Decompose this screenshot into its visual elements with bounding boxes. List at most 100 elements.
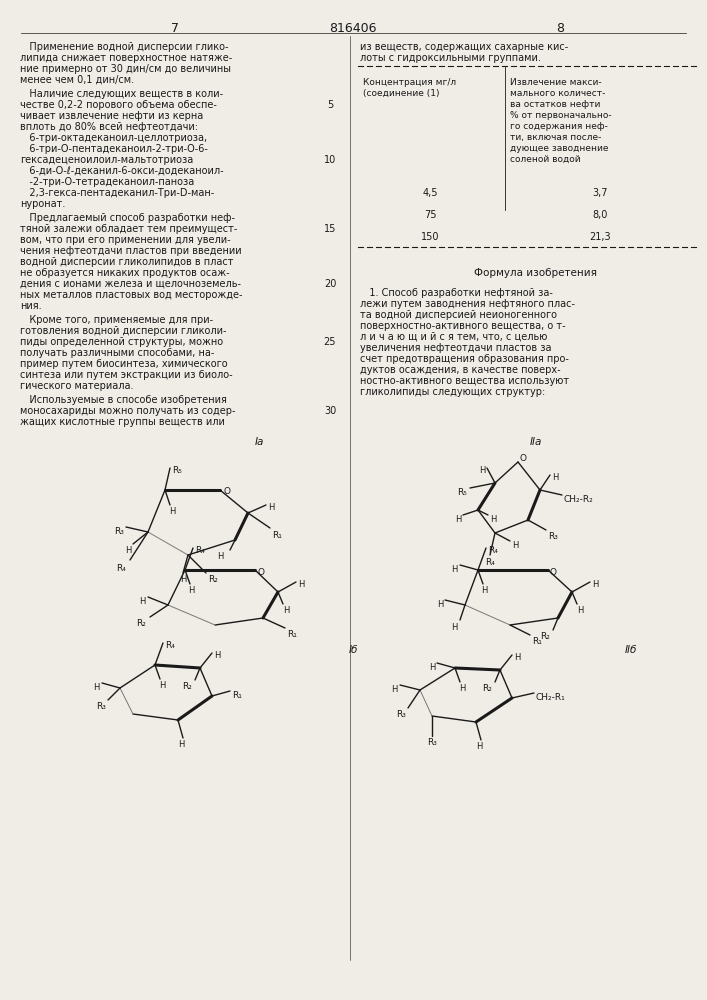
Text: синтеза или путем экстракции из биоло-: синтеза или путем экстракции из биоло- <box>20 370 233 380</box>
Text: CH₂-R₁: CH₂-R₁ <box>536 693 566 702</box>
Text: 816406: 816406 <box>329 22 377 35</box>
Text: Применение водной дисперсии глико-: Применение водной дисперсии глико- <box>20 42 228 52</box>
Text: поверхностно-активного вещества, о т-: поверхностно-активного вещества, о т- <box>360 321 566 331</box>
Text: 6-три-О-пентадеканоил-2-три-О-6-: 6-три-О-пентадеканоил-2-три-О-6- <box>20 144 208 154</box>
Text: 5: 5 <box>327 100 333 110</box>
Text: 6-ди-О-ℓ-деканил-6-окси-додеканоил-: 6-ди-О-ℓ-деканил-6-окси-додеканоил- <box>20 166 223 176</box>
Text: O: O <box>550 568 557 577</box>
Text: H: H <box>214 651 221 660</box>
Text: го содержания неф-: го содержания неф- <box>510 122 608 131</box>
Text: H: H <box>428 663 435 672</box>
Text: R₁: R₁ <box>232 691 242 700</box>
Text: водной дисперсии гликолипидов в пласт: водной дисперсии гликолипидов в пласт <box>20 257 233 267</box>
Text: вплоть до 80% всей нефтеотдачи:: вплоть до 80% всей нефтеотдачи: <box>20 122 198 132</box>
Text: гликолипиды следующих структур:: гликолипиды следующих структур: <box>360 387 545 397</box>
Text: H: H <box>455 515 461 524</box>
Text: R₄: R₄ <box>195 546 205 555</box>
Text: R₃: R₃ <box>548 532 558 541</box>
Text: нуронат.: нуронат. <box>20 199 65 209</box>
Text: R₄: R₄ <box>488 546 498 555</box>
Text: H: H <box>169 507 175 516</box>
Text: ния.: ния. <box>20 301 42 311</box>
Text: пиды определенной структуры, можно: пиды определенной структуры, можно <box>20 337 223 347</box>
Text: 1. Способ разработки нефтяной за-: 1. Способ разработки нефтяной за- <box>360 288 553 298</box>
Text: CH₂-R₂: CH₂-R₂ <box>564 495 594 504</box>
Text: менее чем 0,1 дин/см.: менее чем 0,1 дин/см. <box>20 75 134 85</box>
Text: R₂: R₂ <box>136 619 146 628</box>
Text: R₄: R₄ <box>485 558 495 567</box>
Text: 8: 8 <box>556 22 564 35</box>
Text: 30: 30 <box>324 406 336 416</box>
Text: R₂: R₂ <box>482 684 492 693</box>
Text: дуктов осаждения, в качестве поверх-: дуктов осаждения, в качестве поверх- <box>360 365 561 375</box>
Text: л и ч а ю щ и й с я тем, что, с целью: л и ч а ю щ и й с я тем, что, с целью <box>360 332 547 342</box>
Text: чения нефтеотдачи пластов при введении: чения нефтеотдачи пластов при введении <box>20 246 242 256</box>
Text: дения с ионами железа и щелочноземель-: дения с ионами железа и щелочноземель- <box>20 279 241 289</box>
Text: R₂: R₂ <box>208 575 218 584</box>
Text: H: H <box>512 541 518 550</box>
Text: 6-три-октадеканоил-целлотриоза,: 6-три-октадеканоил-целлотриоза, <box>20 133 207 143</box>
Text: R₄: R₄ <box>165 641 175 650</box>
Text: H: H <box>298 580 305 589</box>
Text: чивает извлечение нефти из керна: чивает извлечение нефти из керна <box>20 111 203 121</box>
Text: R₃: R₃ <box>396 710 406 719</box>
Text: не образуется никаких продуктов осаж-: не образуется никаких продуктов осаж- <box>20 268 230 278</box>
Text: 7: 7 <box>171 22 179 35</box>
Text: IIа: IIа <box>530 437 542 447</box>
Text: R₁: R₁ <box>272 531 282 540</box>
Text: жащих кислотные группы веществ или: жащих кислотные группы веществ или <box>20 417 225 427</box>
Text: H: H <box>392 685 398 694</box>
Text: H: H <box>139 597 146 606</box>
Text: H: H <box>93 683 100 692</box>
Text: 21,3: 21,3 <box>589 232 611 242</box>
Text: 8,0: 8,0 <box>592 210 608 220</box>
Text: честве 0,2-2 порового объема обеспе-: честве 0,2-2 порового объема обеспе- <box>20 100 217 110</box>
Text: лоты с гидроксильными группами.: лоты с гидроксильными группами. <box>360 53 541 63</box>
Text: липида снижает поверхностное натяже-: липида снижает поверхностное натяже- <box>20 53 233 63</box>
Text: H: H <box>479 466 485 475</box>
Text: H: H <box>481 586 487 595</box>
Text: H: H <box>268 503 274 512</box>
Text: O: O <box>223 487 230 496</box>
Text: H: H <box>217 552 223 561</box>
Text: 75: 75 <box>423 210 436 220</box>
Text: R₁: R₁ <box>287 630 297 639</box>
Text: H: H <box>452 565 458 574</box>
Text: Концентрация мг/л: Концентрация мг/л <box>363 78 456 87</box>
Text: H: H <box>178 740 185 749</box>
Text: O: O <box>257 568 264 577</box>
Text: тяной залежи обладает тем преимущест-: тяной залежи обладает тем преимущест- <box>20 224 238 234</box>
Text: гического материала.: гического материала. <box>20 381 134 391</box>
Text: (соединение (1): (соединение (1) <box>363 89 440 98</box>
Text: R₄: R₄ <box>116 564 126 573</box>
Text: гексадеценоилоил-мальтотриоза: гексадеценоилоил-мальтотриоза <box>20 155 193 165</box>
Text: H: H <box>514 653 520 662</box>
Text: R₃: R₃ <box>427 738 437 747</box>
Text: та водной дисперсией неионогенного: та водной дисперсией неионогенного <box>360 310 557 320</box>
Text: 3,7: 3,7 <box>592 188 608 198</box>
Text: % от первоначально-: % от первоначально- <box>510 111 612 120</box>
Text: Кроме того, применяемые для при-: Кроме того, применяемые для при- <box>20 315 213 325</box>
Text: H: H <box>283 606 289 615</box>
Text: вом, что при его применении для увели-: вом, что при его применении для увели- <box>20 235 230 245</box>
Text: IIб: IIб <box>625 645 638 655</box>
Text: H: H <box>159 681 165 690</box>
Text: R₂: R₂ <box>182 682 192 691</box>
Text: R₁: R₁ <box>532 637 542 646</box>
Text: H: H <box>476 742 482 751</box>
Text: получать различными способами, на-: получать различными способами, на- <box>20 348 214 358</box>
Text: соленой водой: соленой водой <box>510 155 580 164</box>
Text: Формула изобретения: Формула изобретения <box>474 268 597 278</box>
Text: Извлечение макси-: Извлечение макси- <box>510 78 602 87</box>
Text: моносахариды можно получать из содер-: моносахариды можно получать из содер- <box>20 406 235 416</box>
Text: H: H <box>450 623 457 632</box>
Text: H: H <box>577 606 583 615</box>
Text: готовления водной дисперсии гликоли-: готовления водной дисперсии гликоли- <box>20 326 226 336</box>
Text: R₂: R₂ <box>540 632 550 641</box>
Text: ти, включая после-: ти, включая после- <box>510 133 602 142</box>
Text: 10: 10 <box>324 155 336 165</box>
Text: Предлагаемый способ разработки неф-: Предлагаемый способ разработки неф- <box>20 213 235 223</box>
Text: мального количест-: мального количест- <box>510 89 605 98</box>
Text: из веществ, содержащих сахарные кис-: из веществ, содержащих сахарные кис- <box>360 42 568 52</box>
Text: -2-три-О-тетрадеканоил-паноза: -2-три-О-тетрадеканоил-паноза <box>20 177 194 187</box>
